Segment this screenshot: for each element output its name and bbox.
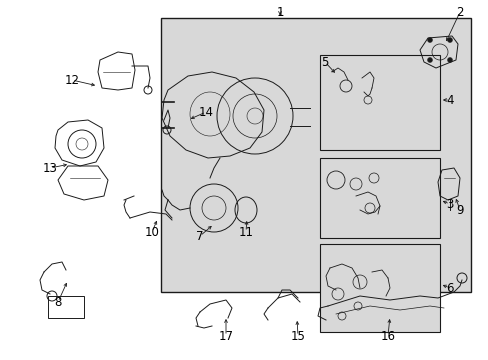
Circle shape [427,58,431,63]
Bar [48,296,84,318]
Text: 1: 1 [276,5,283,18]
Text: 3: 3 [446,198,453,211]
Text: 4: 4 [446,94,453,107]
Text: 13: 13 [42,162,57,175]
Text: 16: 16 [380,329,395,342]
Text: 7: 7 [196,230,203,243]
Text: 6: 6 [446,282,453,294]
Text: 5: 5 [321,55,328,68]
Circle shape [447,37,451,42]
Bar [319,55,439,150]
Text: 11: 11 [238,225,253,238]
Text: 17: 17 [218,329,233,342]
Text: 10: 10 [144,225,159,238]
Text: 2: 2 [455,5,463,18]
Bar [319,158,439,238]
Bar [161,18,470,292]
Bar [319,244,439,332]
Text: 15: 15 [290,329,305,342]
Circle shape [427,37,431,42]
Text: 8: 8 [54,296,61,309]
Text: 14: 14 [198,105,213,118]
Text: 12: 12 [64,73,80,86]
Text: 9: 9 [455,203,463,216]
Circle shape [447,58,451,63]
